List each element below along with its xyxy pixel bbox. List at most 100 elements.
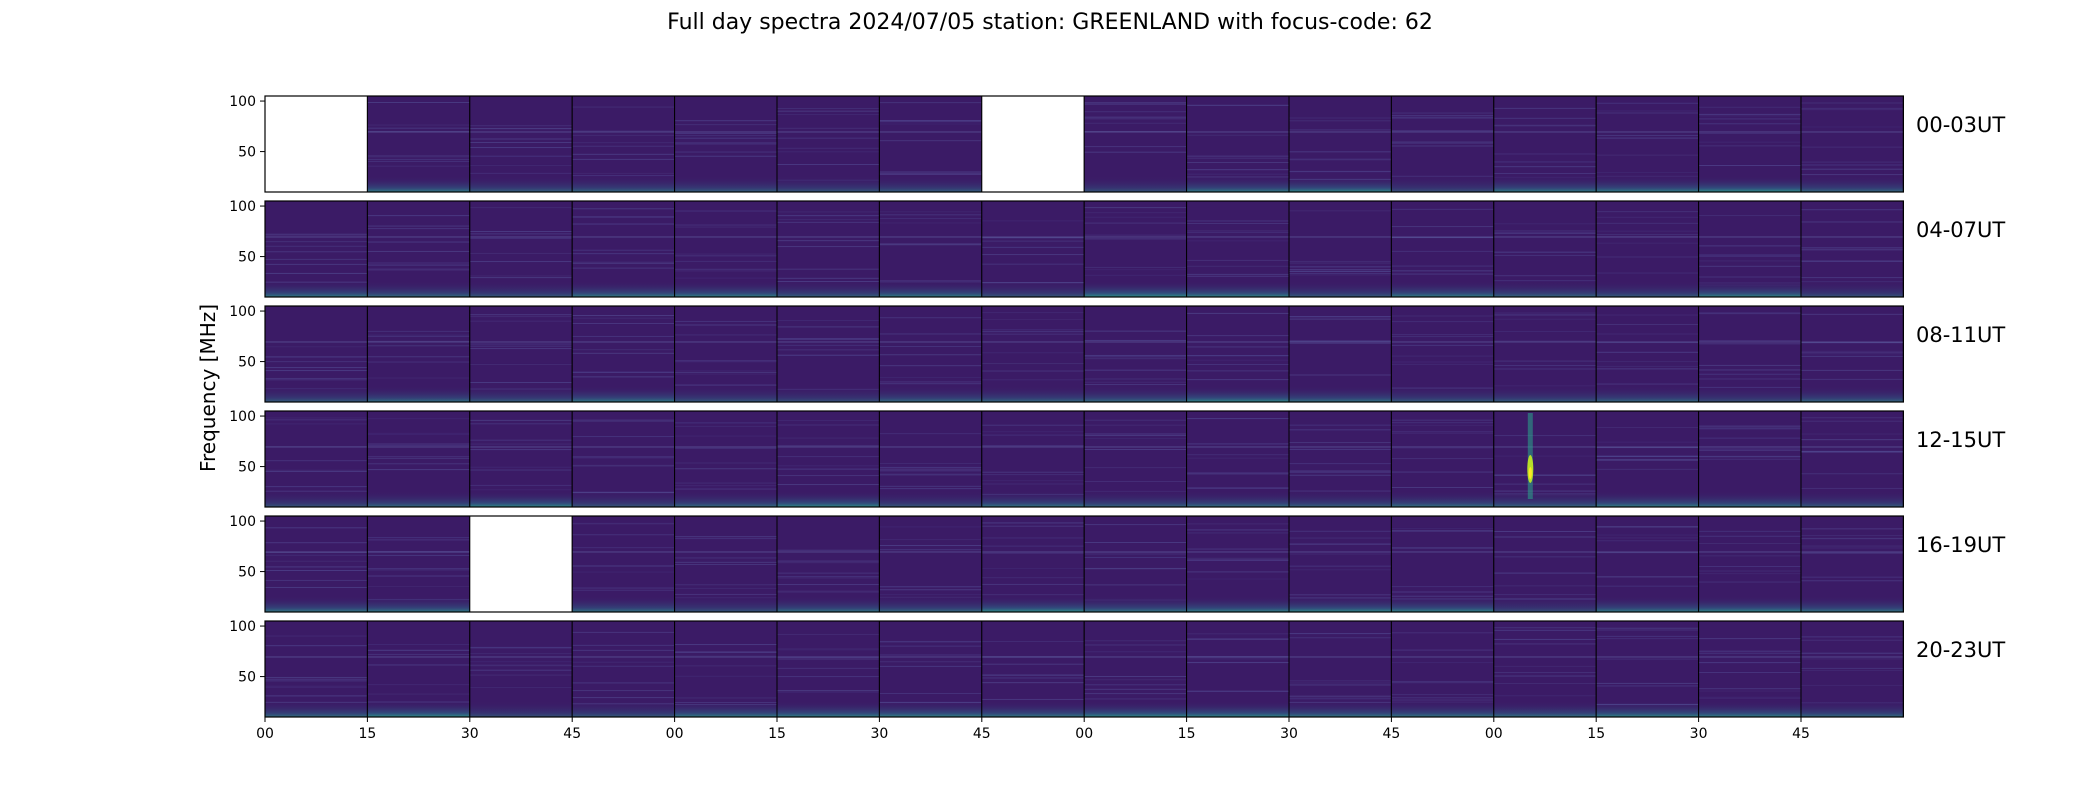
y-tick-label: 100 (229, 409, 256, 425)
spectrum-panel (981, 515, 1085, 613)
spectrum-panel (1493, 410, 1597, 508)
y-tick-label: 100 (229, 619, 256, 635)
spectrum-panel (1186, 200, 1290, 298)
spectrum-panel (674, 200, 778, 298)
x-tick-label: 00 (1485, 726, 1503, 742)
spectrum-panel (776, 620, 880, 718)
spectrum-panel (1800, 410, 1904, 508)
spectra-row (264, 95, 1905, 193)
y-tick-label: 50 (238, 565, 256, 581)
spectrum-panel (1083, 620, 1188, 718)
spectrum-panel (1288, 200, 1392, 298)
spectrum-panel (674, 410, 778, 508)
spectrum-panel (878, 305, 983, 403)
y-tick-label: 100 (229, 304, 256, 320)
spectrum-panel (1493, 95, 1597, 193)
spectrum-panel (1288, 95, 1392, 193)
spectrum-panel (1698, 305, 1802, 403)
y-tick-label: 50 (238, 670, 256, 686)
row-time-label: 04-07UT (1916, 218, 2006, 242)
x-tick-label: 30 (1280, 726, 1298, 742)
spectrum-panel (981, 620, 1085, 718)
spectrum-panel (571, 620, 676, 718)
spectrum-panel (571, 410, 676, 508)
spectrum-panel (1800, 620, 1904, 718)
spectrum-panel (1800, 305, 1904, 403)
spectrum-panel (1493, 620, 1597, 718)
x-tick-label: 00 (666, 726, 684, 742)
x-tick-label: 15 (1178, 726, 1196, 742)
spectrum-panel (1083, 95, 1188, 193)
spectrum-panel (366, 305, 471, 403)
row-frame (264, 200, 1905, 298)
spectrum-panel (1698, 200, 1802, 298)
spectrum-panel (366, 200, 471, 298)
y-tick-label: 100 (229, 514, 256, 530)
spectrum-panel (1186, 410, 1290, 508)
missing-panel (469, 515, 573, 613)
spectrum-panel (1493, 515, 1597, 613)
spectrum-panel (878, 200, 983, 298)
spectrum-panel (878, 410, 983, 508)
row-frame (264, 305, 1905, 403)
spectrum-panel (469, 620, 573, 718)
x-tick-label: 30 (1690, 726, 1708, 742)
spectrum-panel (1698, 95, 1802, 193)
row-time-label: 08-11UT (1916, 323, 2006, 347)
y-tick-label: 50 (238, 250, 256, 266)
spectrum-panel (1698, 620, 1802, 718)
spectrum-panel (1800, 200, 1904, 298)
spectrum-panel (1288, 410, 1392, 508)
spectrum-panel (366, 410, 471, 508)
spectrum-panel (1800, 515, 1904, 613)
spectrum-panel (264, 305, 368, 403)
spectrum-panel (1083, 515, 1188, 613)
spectrum-panel (776, 515, 880, 613)
chart-title: Full day spectra 2024/07/05 station: GRE… (667, 10, 1433, 35)
spectrum-panel (1390, 95, 1495, 193)
spectrum-panel (469, 410, 573, 508)
x-tick-label: 45 (973, 726, 991, 742)
x-tick-label: 00 (256, 726, 274, 742)
row-frame (264, 95, 1905, 193)
spectra-row (264, 305, 1905, 403)
spectra-row (264, 515, 1905, 613)
spectrum-panel (1595, 95, 1700, 193)
spectrum-panel (1800, 95, 1904, 193)
missing-panel (981, 95, 1085, 193)
spectrum-panel (1083, 410, 1188, 508)
y-tick-label: 50 (238, 460, 256, 476)
spectrum-panel (264, 515, 368, 613)
spectrum-panel (1390, 305, 1495, 403)
spectrum-panel (878, 515, 983, 613)
x-tick-label: 00 (1075, 726, 1093, 742)
spectrum-panel (1186, 515, 1290, 613)
y-tick-label: 50 (238, 355, 256, 371)
y-tick-label: 50 (238, 145, 256, 161)
spectrum-panel (1083, 305, 1188, 403)
spectrum-panel (1595, 515, 1700, 613)
spectrum-panel (469, 95, 573, 193)
row-time-label: 16-19UT (1916, 533, 2006, 557)
x-tick-label: 45 (563, 726, 581, 742)
x-tick-label: 45 (1792, 726, 1810, 742)
spectrum-panel (1390, 410, 1495, 508)
spectrum-panel (776, 410, 880, 508)
x-tick-label: 15 (768, 726, 786, 742)
spectrum-panel (469, 305, 573, 403)
spectrum-panel (1186, 620, 1290, 718)
spectrum-panel (1698, 515, 1802, 613)
y-tick-label: 100 (229, 199, 256, 215)
spectrum-panel (571, 95, 676, 193)
x-tick-label: 45 (1382, 726, 1400, 742)
spectrum-panel (776, 200, 880, 298)
x-tick-label: 30 (461, 726, 479, 742)
missing-panel (264, 95, 368, 193)
x-tick-label: 15 (1587, 726, 1605, 742)
spectrum-panel (1698, 410, 1802, 508)
y-tick-label: 100 (229, 94, 256, 110)
spectrum-panel (264, 200, 368, 298)
spectrum-panel (366, 620, 471, 718)
spectrum-panel (1493, 305, 1597, 403)
